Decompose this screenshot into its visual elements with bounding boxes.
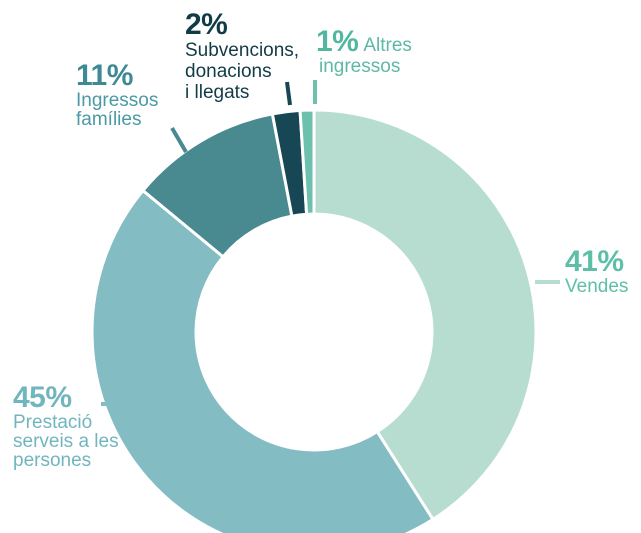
label-families-line-2: famílies bbox=[76, 109, 142, 130]
label-altres-pct: 1% bbox=[316, 25, 359, 58]
slice-prestaci-serveis-a-les-persones bbox=[90, 188, 436, 533]
label-prestacio-line-3: persones bbox=[13, 450, 92, 471]
label-vendes-pct: 41% bbox=[565, 245, 624, 278]
label-prestacio-line-2: serveis a les bbox=[13, 431, 119, 452]
label-subvencions-line-3: i llegats bbox=[185, 82, 250, 103]
label-prestacio: 45% Prestació serveis a les persones bbox=[13, 381, 119, 471]
label-subvencions: 2% Subvencions, donacions i llegats bbox=[185, 8, 300, 104]
leader-line-3 bbox=[170, 126, 188, 154]
label-vendes-name: Vendes bbox=[565, 276, 629, 297]
label-prestacio-line-1: Prestació bbox=[13, 412, 93, 433]
label-families: 11% Ingressos famílies bbox=[76, 59, 159, 130]
label-prestacio-pct: 45% bbox=[13, 381, 72, 414]
label-subvencions-pct: 2% bbox=[185, 8, 228, 41]
slice-vendes bbox=[312, 108, 538, 522]
leader-line-4 bbox=[285, 81, 292, 106]
label-altres-line-1: Altres bbox=[363, 35, 412, 56]
label-families-line-1: Ingressos bbox=[76, 90, 159, 111]
label-altres-line-2: ingressos bbox=[319, 56, 401, 77]
label-altres: 1% Altres ingressos bbox=[316, 25, 412, 77]
slice-altres-ingressos bbox=[298, 108, 316, 216]
label-subvencions-line-1: Subvencions, bbox=[185, 40, 300, 61]
label-vendes: 41% Vendes bbox=[565, 245, 629, 297]
label-families-pct: 11% bbox=[76, 59, 133, 92]
label-subvencions-line-2: donacions bbox=[185, 61, 272, 82]
